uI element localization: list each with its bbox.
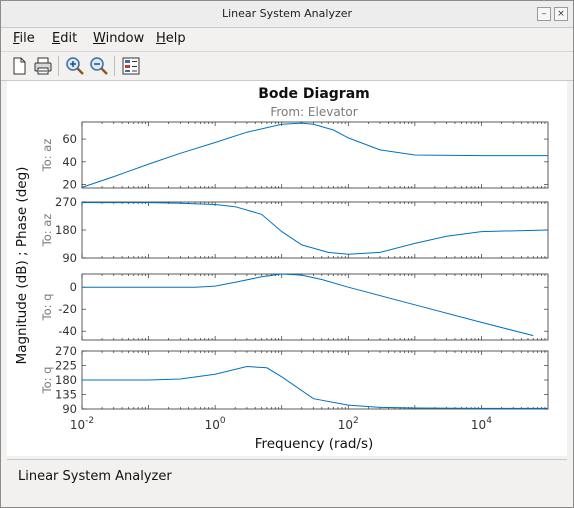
toolbar-separator [114, 56, 115, 76]
y-tick-label: 40 [62, 155, 77, 169]
menu-window[interactable]: Window [93, 31, 145, 46]
y-tick-label: 180 [55, 373, 77, 387]
minimize-button[interactable]: – [537, 7, 551, 21]
x-tick-label: 104 [471, 416, 492, 432]
zoom-in-icon[interactable] [64, 55, 86, 77]
menu-help[interactable]: Help [156, 31, 186, 46]
x-axis-label: Frequency (rad/s) [255, 436, 374, 452]
plot-panel: Bode Diagram From: Elevator 20 40 60 To: az 90… [7, 81, 567, 456]
close-button[interactable]: × [554, 7, 568, 21]
y-tick-label: -40 [58, 324, 77, 338]
toolbar [1, 51, 573, 81]
x-tick-label: 10-2 [70, 416, 94, 432]
channel-label: To: q [40, 367, 54, 395]
y-tick-label: 90 [62, 251, 77, 265]
y-tick-label: 270 [55, 195, 77, 209]
chart-title: Bode Diagram [258, 86, 370, 102]
print-icon[interactable] [32, 55, 54, 77]
x-tick-label: 102 [338, 416, 359, 432]
channel-label: To: q [40, 294, 54, 322]
axes-panel-1 [81, 121, 549, 189]
status-bar: Linear System Analyzer [7, 459, 567, 498]
menu-edit[interactable]: Edit [52, 31, 78, 46]
title-bar[interactable]: Linear System Analyzer – × [1, 1, 573, 28]
plot-configurations-icon[interactable] [120, 55, 142, 77]
y-tick-label: 135 [55, 388, 77, 402]
axes-panel-3 [81, 273, 549, 341]
x-tick-label: 100 [205, 416, 226, 432]
channel-label: To: az [40, 214, 54, 248]
new-document-icon[interactable] [8, 55, 30, 77]
chart-subtitle: From: Elevator [270, 105, 357, 119]
y-tick-label: 0 [70, 280, 77, 294]
y-axis-label: Magnitude (dB) ; Phase (deg) [14, 167, 30, 365]
zoom-out-icon[interactable] [88, 55, 110, 77]
window-title: Linear System Analyzer [221, 7, 353, 20]
series-line-3 [82, 273, 534, 337]
menu-bar: File Edit Window Help [1, 28, 573, 50]
series-line-4 [82, 365, 548, 409]
menu-file[interactable]: File [13, 31, 35, 46]
y-tick-label: 20 [62, 178, 77, 192]
bode-chart[interactable]: Bode Diagram From: Elevator 20 40 60 To: az 90… [7, 81, 567, 456]
y-tick-label: 180 [55, 223, 77, 237]
y-tick-label: 90 [62, 402, 77, 416]
channel-label: To: az [40, 139, 54, 173]
y-tick-label: -20 [58, 302, 77, 316]
y-tick-label: 225 [55, 359, 77, 373]
series-line-1 [81, 122, 548, 188]
axes-panel-2 [81, 201, 549, 259]
status-text: Linear System Analyzer [18, 469, 172, 484]
toolbar-separator [58, 56, 59, 76]
y-tick-label: 270 [55, 344, 77, 358]
series-line-2 [82, 202, 549, 255]
y-tick-label: 60 [62, 132, 77, 146]
